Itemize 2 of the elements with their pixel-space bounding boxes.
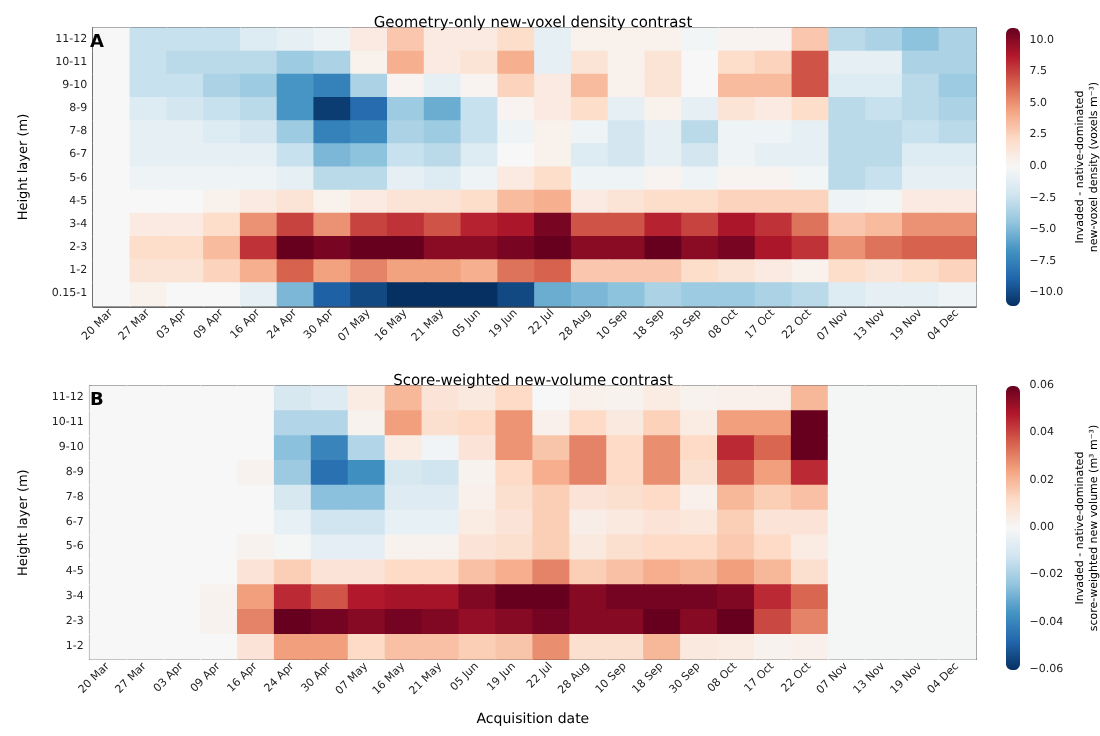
annotation: B [90,391,104,411]
annotation: A [90,33,104,53]
